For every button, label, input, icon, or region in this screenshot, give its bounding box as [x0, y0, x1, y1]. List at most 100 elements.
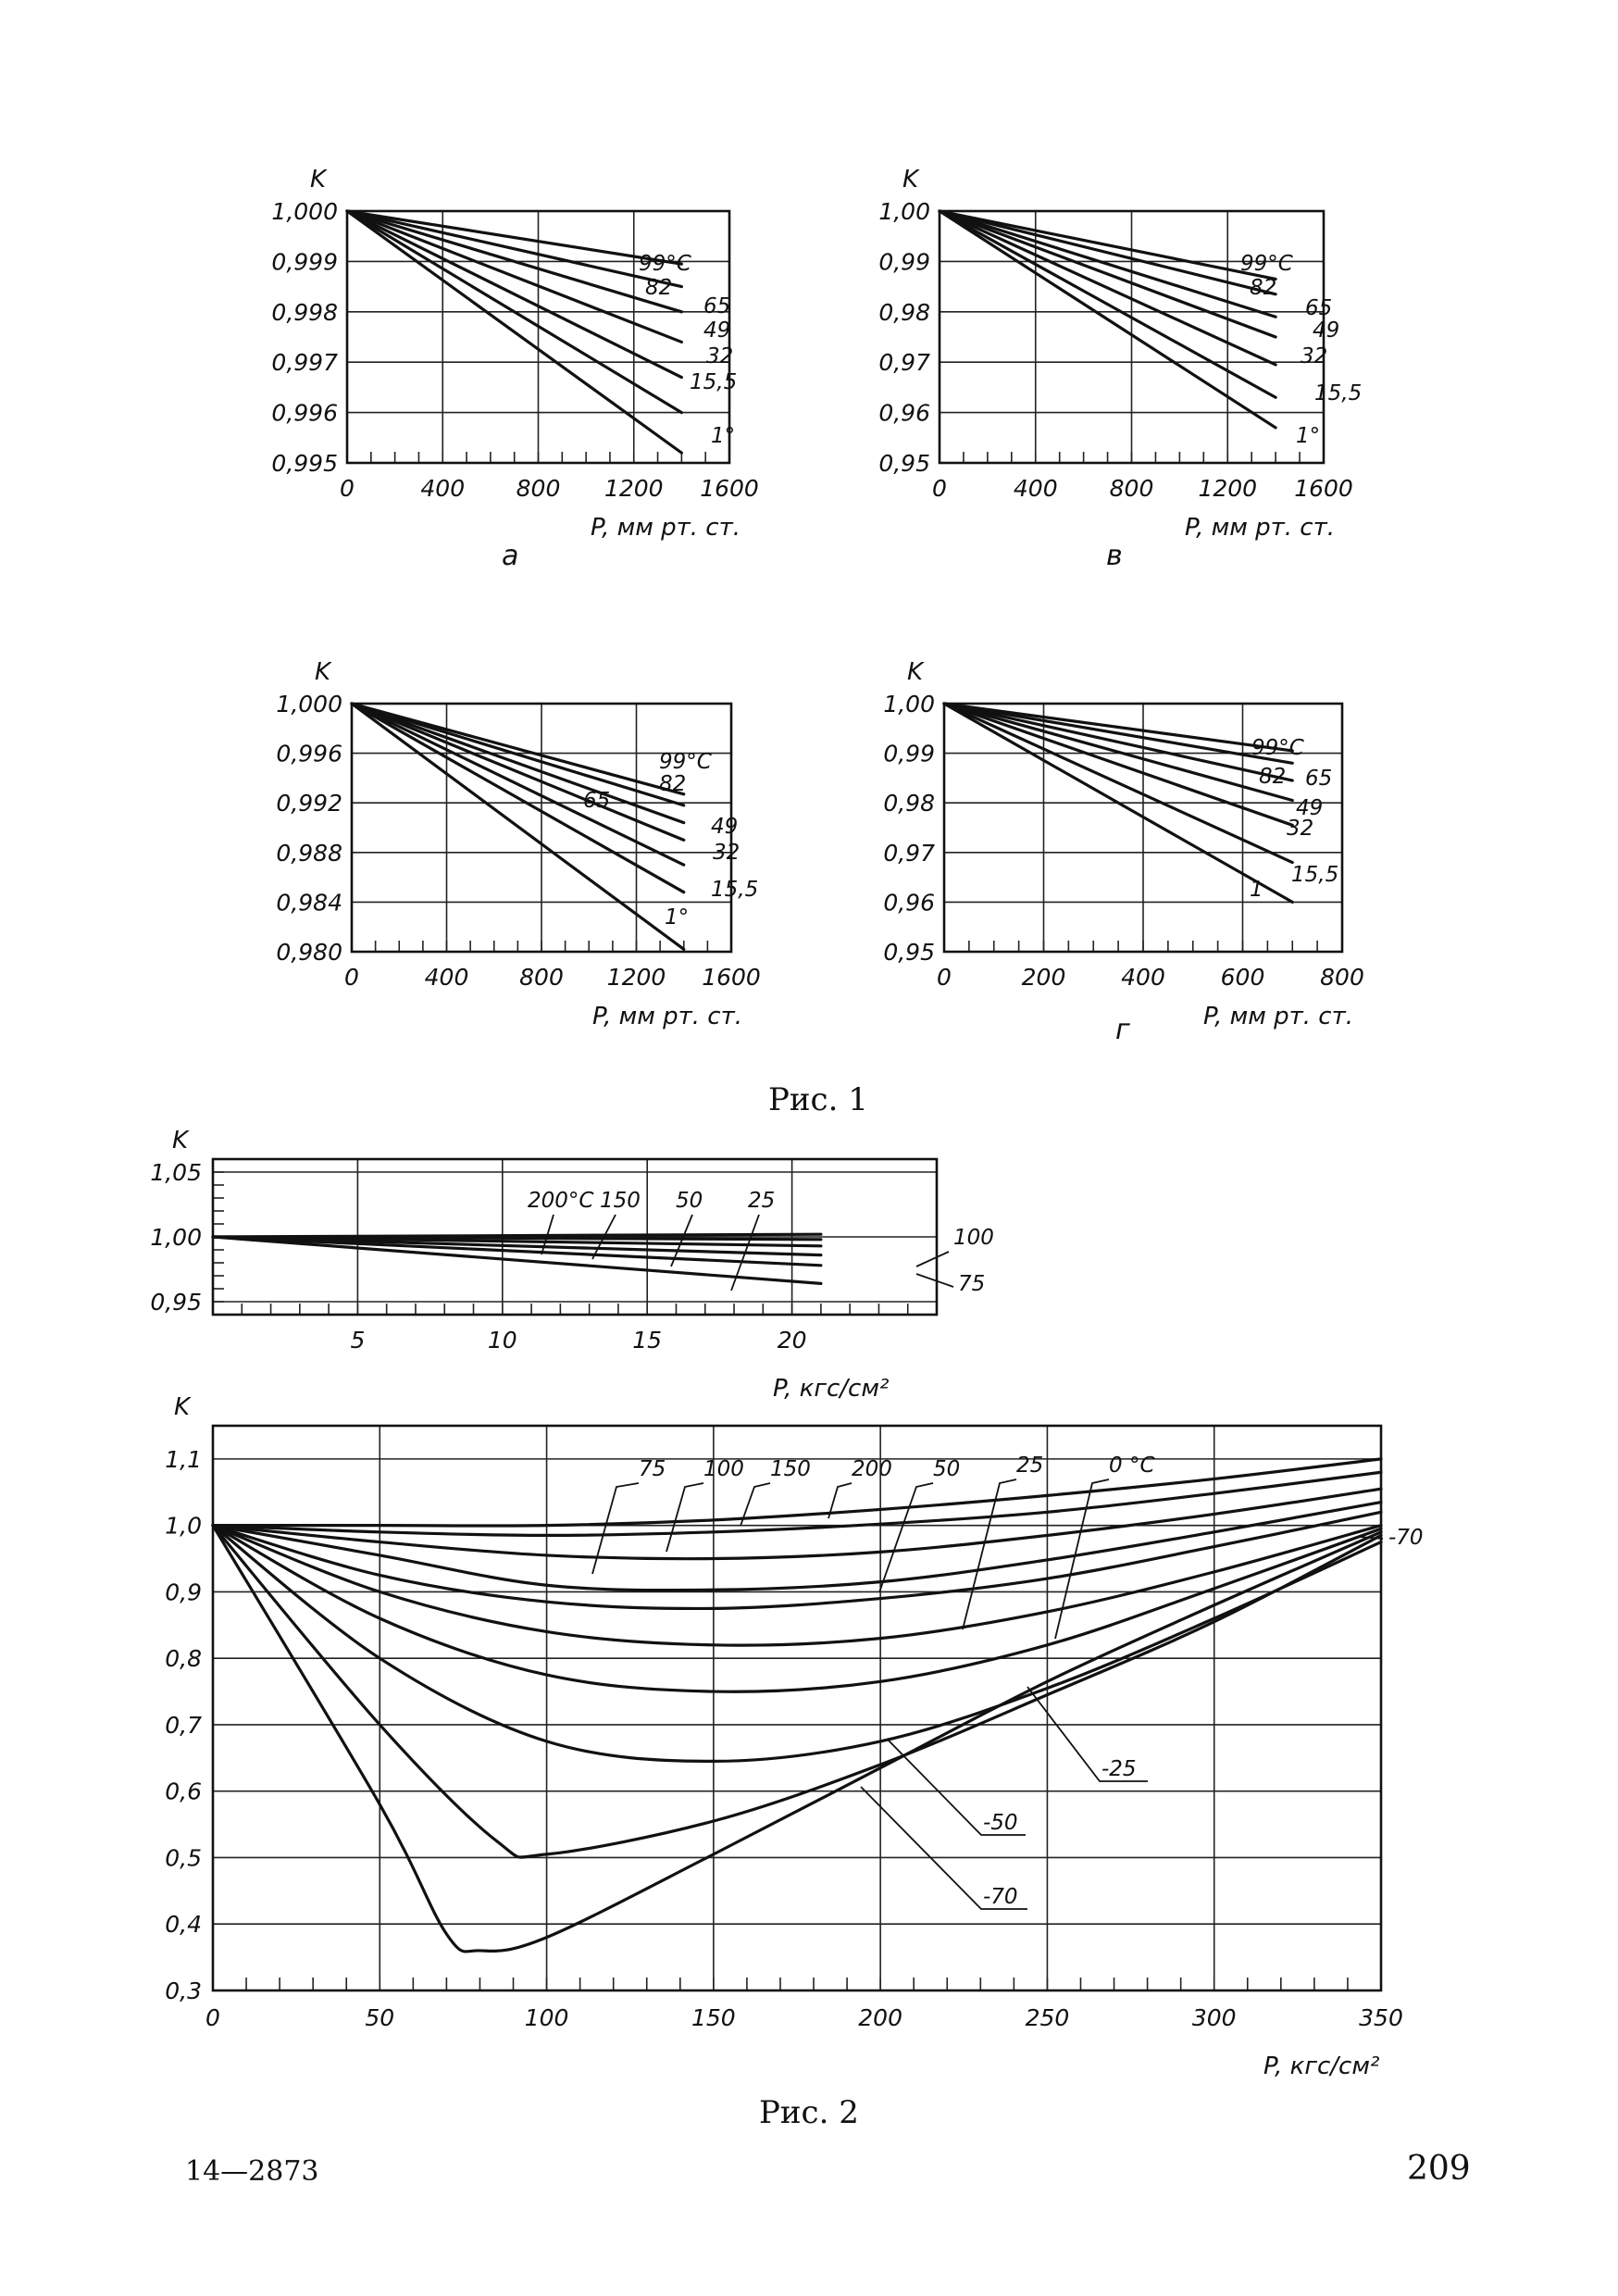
x-tick-label: 0 [937, 964, 952, 991]
figure1-caption: Рис. 1 [768, 1081, 868, 1118]
x-tick-label: 100 [525, 2004, 569, 2031]
series-label: 49 [703, 318, 730, 343]
series-label: 200°C [528, 1189, 593, 1213]
y-tick-label: 0,98 [883, 790, 935, 817]
x-tick-label: 1200 [607, 964, 666, 991]
x-tick-label: 600 [1221, 964, 1265, 991]
y-axis-label: K [174, 1393, 192, 1421]
series-curve [211, 1487, 1383, 1561]
y-tick-label: 0,97 [883, 840, 935, 867]
x-tick-label: 800 [519, 964, 564, 991]
y-tick-label: 0,6 [165, 1778, 202, 1805]
series-label: -70 [1388, 1526, 1424, 1550]
series-line [345, 209, 683, 289]
x-tick-label: 350 [1359, 2004, 1403, 2031]
series-line [938, 209, 1277, 367]
series-label: 49 [711, 815, 738, 839]
y-tick-label: 1,00 [883, 691, 935, 718]
y-tick-label: 0,3 [165, 1978, 202, 2004]
leader-line [670, 1214, 693, 1267]
series-label: -50 [983, 1811, 1018, 1835]
leader-line [591, 1482, 640, 1575]
x-tick-label: 200 [858, 2004, 902, 2031]
x-tick-label: 20 [778, 1327, 807, 1354]
panel-sub-label: в [1106, 540, 1123, 572]
x-tick-label: 10 [488, 1327, 517, 1354]
series-curve [211, 1470, 1383, 1538]
y-axis-label: K [172, 1127, 190, 1154]
x-axis-label: P, мм рт. ст. [592, 1003, 742, 1030]
series-curve [211, 1524, 1383, 1764]
y-tick-label: 0,4 [165, 1911, 202, 1938]
y-tick-label: 0,999 [271, 248, 338, 275]
series-line [942, 702, 1294, 782]
plot-frame [345, 209, 731, 465]
x-tick-label: 300 [1192, 2004, 1237, 2031]
series-line [938, 209, 1277, 399]
series-line [942, 702, 1294, 827]
y-tick-label: 1,1 [165, 1446, 202, 1473]
x-tick-label: 1200 [604, 475, 664, 502]
y-tick-label: 0,992 [276, 790, 342, 817]
series-label: 49 [1296, 796, 1323, 820]
series-curve [211, 1524, 1383, 1859]
leader-line [591, 1214, 616, 1260]
series-line [938, 209, 1277, 430]
x-axis-label: P, мм рт. ст. [1203, 1003, 1353, 1030]
x-tick-label: 0 [340, 475, 355, 502]
series-line [350, 702, 686, 825]
plot-frame [350, 702, 733, 954]
series-line [345, 209, 683, 415]
x-tick-label: 15 [632, 1327, 662, 1354]
x-axis-label: P, мм рт. ст. [591, 514, 741, 542]
x-tick-label: 400 [1014, 475, 1058, 502]
y-tick-label: 1,05 [150, 1159, 202, 1186]
x-tick-label: 200 [1022, 964, 1066, 991]
series-label: 99°C [639, 252, 691, 276]
y-axis-label: K [907, 658, 925, 686]
series-label: 82 [645, 276, 672, 300]
series-line [350, 702, 686, 894]
leader-line [1054, 1479, 1110, 1640]
x-axis-label: P, кгс/см² [773, 1375, 889, 1403]
x-tick-label: 1600 [1294, 475, 1353, 502]
series-label: 25 [748, 1189, 775, 1213]
series-label: 100 [953, 1226, 994, 1250]
series-label: 100 [703, 1457, 744, 1481]
y-tick-label: 0,9 [165, 1578, 202, 1605]
series-line [345, 209, 683, 344]
series-label: 15,5 [1291, 863, 1338, 887]
series-label: 50 [676, 1189, 703, 1213]
y-tick-label: 0,5 [165, 1844, 202, 1871]
series-line [938, 209, 1277, 296]
y-tick-label: 0,997 [271, 349, 338, 376]
plot-frame [211, 1424, 1383, 1992]
series-label: 1 [1250, 878, 1263, 902]
leader-line [915, 1251, 950, 1267]
x-tick-label: 250 [1026, 2004, 1070, 2031]
x-tick-label: 150 [691, 2004, 736, 2031]
series-curve [211, 1500, 1383, 1592]
leader-line [541, 1214, 554, 1255]
leader-line [962, 1479, 1017, 1630]
series-line [938, 209, 1277, 318]
y-tick-label: 1,000 [271, 198, 338, 225]
series-label: 15,5 [711, 878, 758, 902]
footer-code: 14—2873 [185, 2155, 319, 2188]
series-line [942, 702, 1294, 753]
y-tick-label: 0,95 [150, 1289, 202, 1316]
y-tick-label: 0,99 [878, 248, 930, 275]
series-label: 65 [703, 294, 730, 318]
series-line [942, 702, 1294, 905]
series-line [211, 1235, 823, 1267]
y-tick-label: 1,00 [878, 198, 930, 225]
x-tick-label: 800 [1320, 964, 1364, 991]
page-number: 209 [1407, 2150, 1471, 2188]
y-tick-label: 0,95 [883, 939, 935, 966]
series-line [350, 702, 686, 796]
panel-sub-label: г [1115, 1014, 1130, 1046]
y-tick-label: 0,998 [271, 299, 338, 326]
x-tick-label: 400 [1121, 964, 1165, 991]
y-tick-label: 0,7 [165, 1712, 202, 1739]
